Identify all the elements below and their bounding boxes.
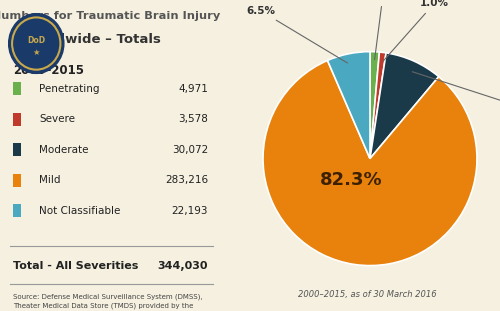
Bar [13, 143, 21, 156]
Text: 22,193: 22,193 [172, 206, 208, 216]
Text: 1.4%: 1.4% [368, 0, 398, 60]
Wedge shape [263, 60, 477, 266]
Text: 283,216: 283,216 [165, 175, 208, 185]
Text: DoD: DoD [27, 36, 46, 45]
Text: 4,971: 4,971 [178, 84, 208, 94]
Text: Moderate: Moderate [39, 145, 88, 155]
Text: 2000–2015: 2000–2015 [13, 64, 84, 77]
Text: 8.7%: 8.7% [412, 72, 500, 112]
Text: Penetrating: Penetrating [39, 84, 100, 94]
Text: Worldwide – Totals: Worldwide – Totals [21, 33, 161, 46]
Bar [13, 174, 21, 187]
Text: 30,072: 30,072 [172, 145, 208, 155]
Bar [13, 204, 21, 217]
Wedge shape [328, 52, 370, 159]
Bar [13, 113, 21, 126]
Text: Mild: Mild [39, 175, 60, 185]
Text: Severe: Severe [39, 114, 75, 124]
Text: 1.0%: 1.0% [384, 0, 448, 61]
Wedge shape [370, 52, 386, 159]
Text: 82.3%: 82.3% [320, 171, 382, 189]
Text: 344,030: 344,030 [158, 261, 208, 271]
Circle shape [14, 20, 58, 67]
Text: Not Classifiable: Not Classifiable [39, 206, 120, 216]
Text: DoD Numbers for Traumatic Brain Injury: DoD Numbers for Traumatic Brain Injury [0, 11, 220, 21]
Bar [13, 82, 21, 95]
Text: Total - All Severities: Total - All Severities [13, 261, 138, 271]
Text: 3,578: 3,578 [178, 114, 208, 124]
Text: ★: ★ [32, 49, 40, 57]
Text: 2000–2015, as of 30 March 2016: 2000–2015, as of 30 March 2016 [298, 290, 437, 299]
Wedge shape [370, 53, 439, 159]
Circle shape [8, 14, 64, 73]
Text: 6.5%: 6.5% [246, 6, 348, 63]
Text: Source: Defense Medical Surveillance System (DMSS),
Theater Medical Data Store (: Source: Defense Medical Surveillance Sys… [13, 293, 202, 311]
Wedge shape [370, 52, 380, 159]
